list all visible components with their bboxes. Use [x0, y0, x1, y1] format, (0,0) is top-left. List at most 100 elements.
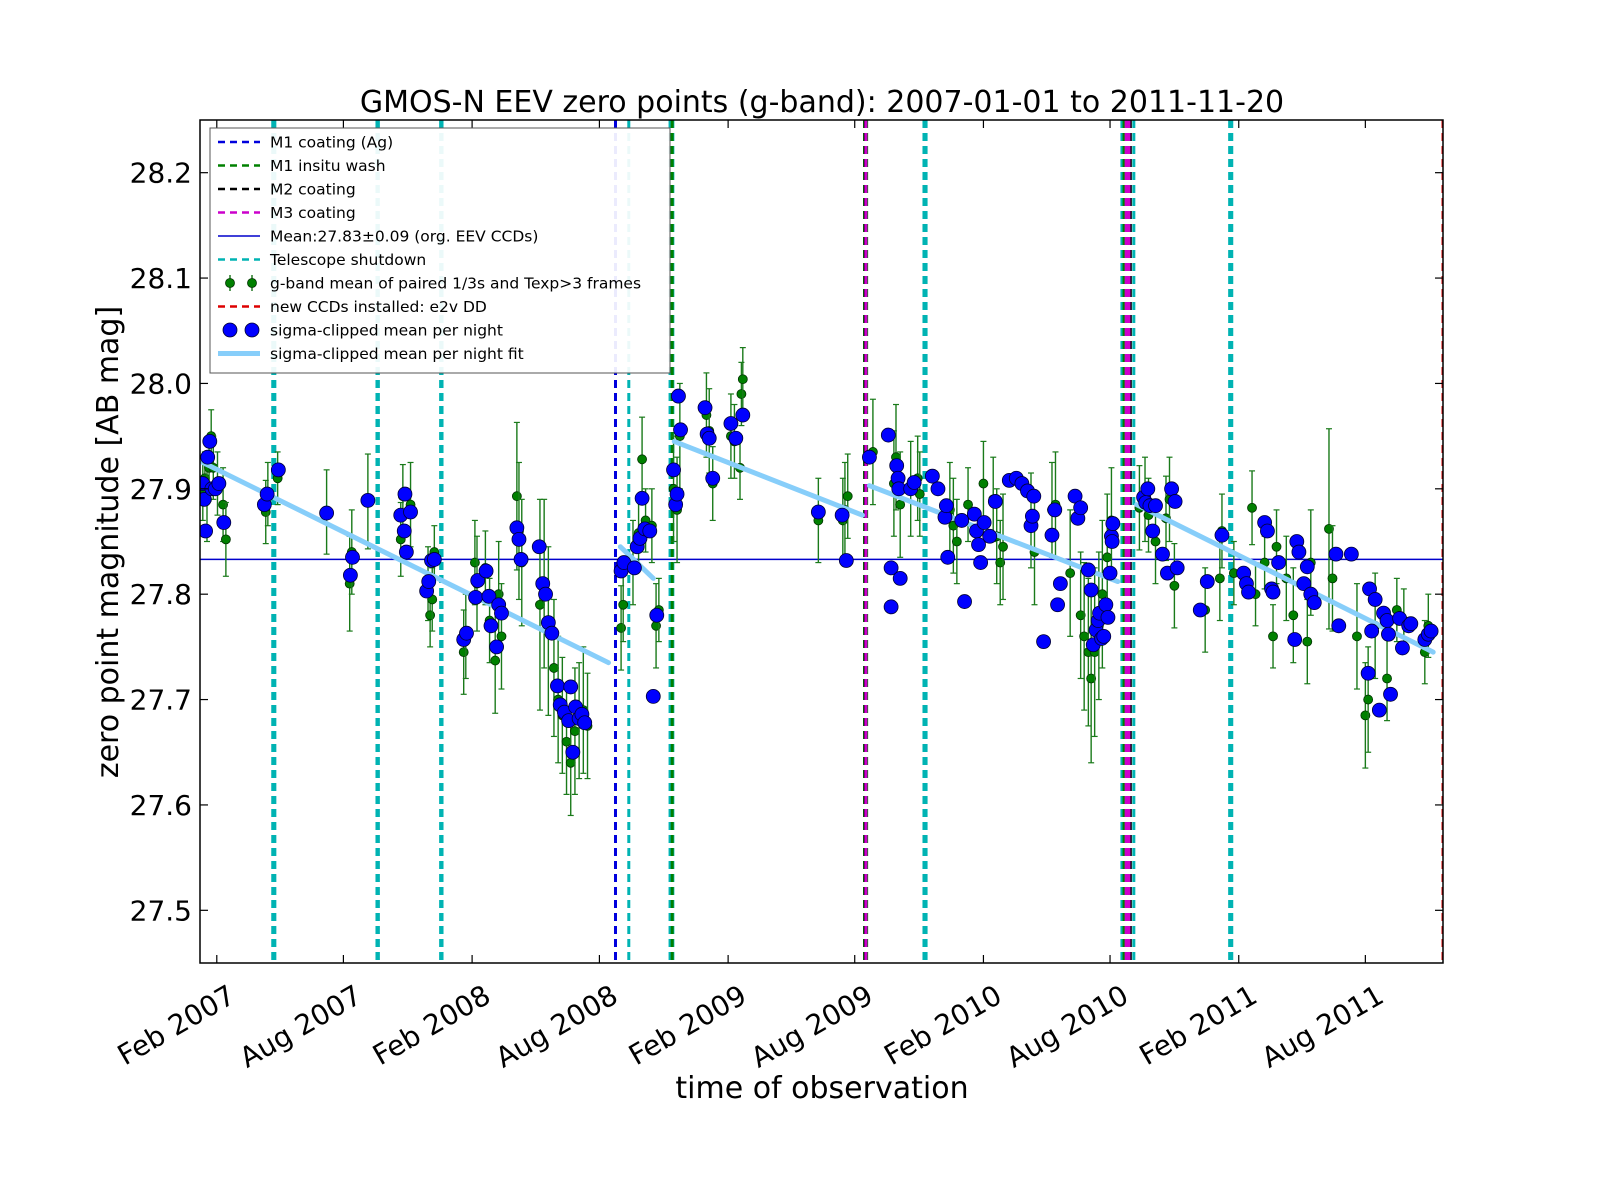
sigma-clipped-point: [403, 504, 418, 520]
sigma-clipped-point: [200, 449, 216, 465]
sigma-clipped-point: [1096, 628, 1112, 644]
sigma-clipped-point: [1073, 500, 1089, 516]
sigma-clipped-point: [1371, 702, 1387, 718]
g-band-point: [895, 499, 906, 510]
sigma-clipped-point: [200, 523, 213, 539]
sigma-clipped-point: [976, 515, 992, 530]
y-axis-label: zero point magnitude [AB mag]: [91, 306, 126, 778]
sigma-clipped-point: [862, 449, 877, 465]
sigma-clipped-point: [1105, 516, 1121, 531]
sigma-clipped-point: [673, 422, 688, 438]
sigma-clipped-point: [883, 599, 899, 615]
sigma-clipped-point: [342, 567, 358, 583]
sigma-clipped-point: [1271, 555, 1287, 570]
sigma-clipped-point: [1024, 508, 1040, 524]
sigma-clipped-point: [1047, 502, 1063, 518]
sigma-clipped-point: [489, 639, 504, 655]
sigma-clipped-point: [1367, 592, 1383, 607]
legend-label: M1 coating (Ag): [270, 134, 393, 152]
g-band-point: [618, 599, 629, 610]
legend-swatch: [225, 278, 235, 288]
sigma-clipped-point: [940, 549, 956, 565]
g-band-point: [1324, 523, 1334, 534]
g-band-point: [1288, 610, 1299, 621]
g-band-point: [978, 478, 989, 489]
sigma-clipped-point: [270, 462, 286, 478]
y-tick-label: 28.2: [130, 157, 192, 190]
sigma-clipped-point: [1145, 523, 1161, 539]
plot-frame: [199, 119, 1444, 964]
g-band-point: [1075, 610, 1086, 621]
g-band-point: [951, 536, 962, 547]
sigma-clipped-point: [459, 625, 474, 641]
sigma-clipped-point: [701, 430, 717, 446]
chart-title: GMOS-N EEV zero points (g-band): 2007-01…: [360, 85, 1284, 120]
sigma-clipped-point: [973, 555, 989, 570]
g-band-point: [1363, 694, 1374, 705]
sigma-clipped-point: [626, 560, 642, 576]
g-band-point: [549, 663, 559, 673]
legend-label: sigma-clipped mean per night fit: [270, 345, 524, 363]
sigma-clipped-point: [426, 552, 442, 567]
sigma-clipped-point: [705, 470, 721, 486]
sigma-clipped-point: [649, 607, 665, 623]
g-band-point: [1102, 552, 1113, 563]
sigma-clipped-point: [671, 388, 686, 404]
g-band-point: [220, 534, 231, 545]
sigma-clipped-point: [834, 507, 850, 523]
sigma-clipped-point: [987, 494, 1003, 509]
sigma-clipped-point: [259, 486, 275, 502]
sigma-clipped-point: [470, 573, 486, 588]
legend-label: Telescope shutdown: [269, 251, 426, 269]
legend-swatch: [247, 278, 257, 288]
x-axis-label: time of observation: [675, 1071, 968, 1106]
sigma-clipped-point: [1100, 609, 1116, 625]
sigma-clipped-point: [1296, 576, 1312, 592]
sigma-clipped-point: [1050, 597, 1065, 613]
sigma-clipped-point: [669, 486, 685, 502]
g-band-point: [565, 757, 576, 768]
sigma-clipped-point: [1265, 584, 1281, 600]
legend-box: [209, 127, 671, 374]
sigma-clipped-point: [723, 416, 739, 431]
g-band-point: [1271, 541, 1282, 552]
sigma-clipped-point: [494, 605, 509, 621]
sigma-clipped-point: [880, 427, 896, 443]
sigma-clipped-point: [319, 505, 335, 521]
sigma-clipped-point: [1381, 626, 1396, 642]
sigma-clipped-point: [982, 528, 998, 544]
sigma-clipped-point: [550, 678, 565, 694]
sigma-clipped-point: [468, 589, 484, 605]
sigma-clipped-point: [1214, 527, 1230, 543]
sigma-clipped-point: [810, 504, 826, 520]
sigma-clipped-point: [538, 586, 553, 602]
sigma-clipped-point: [645, 689, 661, 704]
sigma-clipped-point: [1036, 634, 1051, 650]
sigma-clipped-point: [531, 539, 547, 555]
legend-label: Mean:27.83±0.09 (org. EEV CCDs): [270, 228, 538, 246]
sigma-clipped-point: [216, 515, 232, 530]
y-tick-label: 27.8: [130, 578, 192, 611]
sigma-clipped-point: [666, 462, 681, 478]
sigma-clipped-point: [200, 491, 212, 507]
sigma-clipped-point: [1167, 494, 1183, 509]
sigma-clipped-point: [1343, 546, 1359, 562]
g-band-point: [1065, 568, 1076, 579]
g-band-point: [496, 631, 507, 642]
sigma-clipped-point: [396, 523, 412, 539]
g-band-point: [963, 499, 973, 510]
sigma-clipped-point: [883, 560, 899, 576]
sigma-clipped-point: [1199, 574, 1215, 589]
legend-label: g-band mean of paired 1/3s and Texp>3 fr…: [270, 275, 641, 293]
fit-line: [671, 438, 865, 518]
legend-label: M2 coating: [270, 181, 356, 199]
sigma-clipped-point: [954, 513, 970, 528]
y-tick-label: 27.9: [130, 473, 192, 506]
g-band-point: [1327, 573, 1338, 584]
g-band-point: [1214, 573, 1225, 584]
legend-label: M1 insitu wash: [270, 157, 386, 175]
sigma-clipped-point: [930, 481, 946, 497]
sigma-clipped-point: [1331, 618, 1347, 634]
sigma-clipped-point: [838, 553, 854, 568]
legend: M1 coating (Ag) M1 insitu wash M2 coating M…: [209, 127, 671, 374]
